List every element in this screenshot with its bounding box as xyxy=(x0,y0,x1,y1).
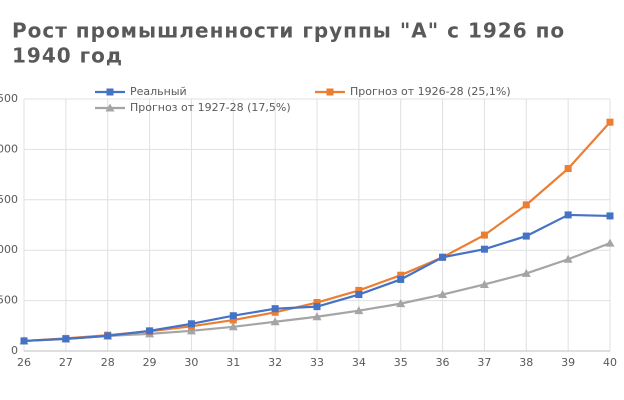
marker xyxy=(480,245,488,253)
marker xyxy=(326,88,334,96)
x-tick-label: 39 xyxy=(561,356,575,369)
marker xyxy=(439,253,447,261)
x-tick-label: 40 xyxy=(603,356,617,369)
x-tick-label: 28 xyxy=(101,356,115,369)
marker xyxy=(313,299,321,307)
marker xyxy=(564,165,572,173)
marker xyxy=(228,322,238,331)
y-tick-label: 1500 xyxy=(0,193,18,206)
x-tick-label: 36 xyxy=(436,356,450,369)
marker xyxy=(312,312,322,321)
marker xyxy=(606,118,614,126)
legend-label: Прогноз от 1927-28 (17,5%) xyxy=(130,101,291,114)
marker xyxy=(354,306,364,315)
marker xyxy=(522,232,530,240)
marker xyxy=(270,317,280,326)
marker xyxy=(313,303,321,311)
x-tick-label: 34 xyxy=(352,356,366,369)
x-tick-label: 30 xyxy=(184,356,198,369)
y-tick-label: 1000 xyxy=(0,243,18,256)
marker xyxy=(271,305,279,313)
y-tick-label: 2000 xyxy=(0,142,18,155)
marker xyxy=(187,320,195,328)
x-tick-label: 26 xyxy=(17,356,31,369)
y-tick-label: 500 xyxy=(0,294,18,307)
y-tick-label: 0 xyxy=(11,344,18,357)
marker xyxy=(146,327,154,335)
marker xyxy=(20,337,28,345)
marker xyxy=(563,254,573,263)
legend-label: Прогноз от 1926-28 (25,1%) xyxy=(350,85,511,98)
marker xyxy=(397,271,405,279)
x-tick-label: 27 xyxy=(59,356,73,369)
marker xyxy=(355,286,363,294)
marker xyxy=(104,332,112,340)
marker xyxy=(229,316,237,324)
marker xyxy=(105,103,115,112)
legend-label: Реальный xyxy=(130,85,187,98)
marker xyxy=(355,291,363,299)
marker xyxy=(605,238,615,247)
x-tick-label: 35 xyxy=(394,356,408,369)
x-tick-label: 33 xyxy=(310,356,324,369)
y-tick-label: 2500 xyxy=(0,92,18,105)
marker xyxy=(438,290,448,299)
marker xyxy=(186,326,196,335)
marker xyxy=(521,268,531,277)
marker xyxy=(106,88,114,96)
x-tick-label: 29 xyxy=(143,356,157,369)
chart-title: 1940 год xyxy=(12,44,123,68)
marker xyxy=(522,201,530,209)
marker xyxy=(480,231,488,239)
chart-title: Рост промышленности группы "А" с 1926 по xyxy=(12,19,565,43)
x-tick-label: 37 xyxy=(477,356,491,369)
marker xyxy=(606,212,614,220)
x-tick-label: 32 xyxy=(268,356,282,369)
marker xyxy=(397,275,405,283)
x-tick-label: 38 xyxy=(519,356,533,369)
marker xyxy=(479,279,489,288)
marker xyxy=(229,312,237,320)
marker xyxy=(396,299,406,308)
marker xyxy=(62,335,70,343)
marker xyxy=(271,308,279,316)
marker xyxy=(564,211,572,219)
x-tick-label: 31 xyxy=(226,356,240,369)
